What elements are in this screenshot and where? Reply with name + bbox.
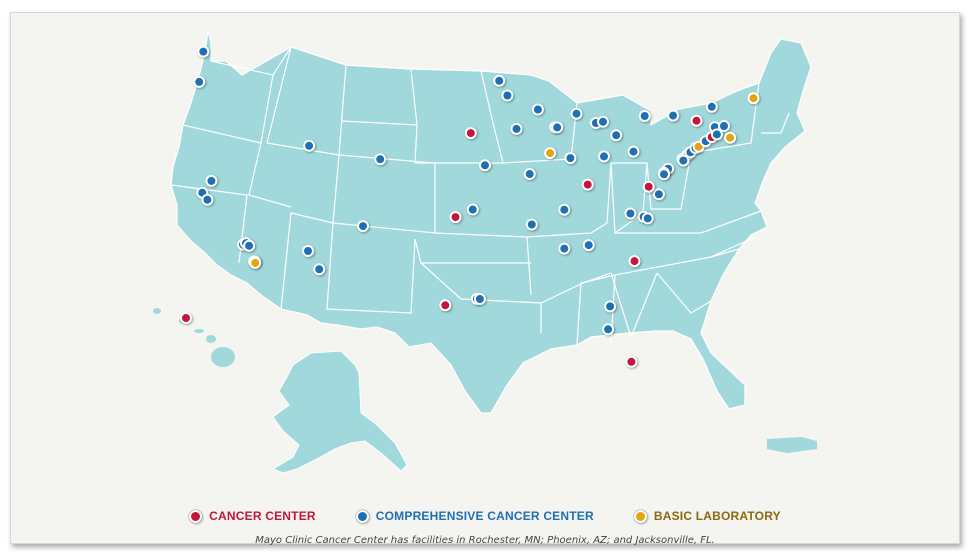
legend-label-comprehensive: COMPREHENSIVE CANCER CENTER	[375, 509, 594, 523]
legend: CANCER CENTER COMPREHENSIVE CANCER CENTE…	[11, 509, 959, 523]
cancer-center-marker[interactable]	[464, 127, 477, 140]
comprehensive-marker[interactable]	[197, 45, 210, 58]
comprehensive-center-dot-icon	[355, 509, 369, 523]
comprehensive-marker[interactable]	[582, 239, 595, 252]
comprehensive-marker[interactable]	[598, 150, 610, 163]
comprehensive-marker[interactable]	[466, 203, 479, 216]
basic-lab-marker[interactable]	[544, 147, 557, 160]
comprehensive-marker[interactable]	[551, 121, 564, 134]
footnote: Mayo Clinic Cancer Center has facilities…	[255, 535, 715, 546]
cancer-center-marker[interactable]	[581, 178, 594, 191]
comprehensive-marker[interactable]	[570, 107, 583, 120]
legend-label-cancer-center: CANCER CENTER	[209, 509, 316, 523]
comprehensive-marker[interactable]	[479, 159, 491, 172]
comprehensive-marker[interactable]	[602, 323, 615, 336]
cancer-center-marker[interactable]	[625, 355, 638, 368]
comprehensive-marker[interactable]	[604, 300, 617, 313]
comprehensive-marker[interactable]	[201, 193, 214, 206]
us-map	[153, 30, 817, 474]
contiguous-us-shape	[170, 30, 812, 414]
hawaii-island-kauai	[153, 308, 161, 314]
comprehensive-marker[interactable]	[564, 152, 577, 165]
comprehensive-marker[interactable]	[303, 139, 316, 152]
comprehensive-marker[interactable]	[610, 129, 623, 142]
comprehensive-marker[interactable]	[710, 128, 723, 141]
comprehensive-marker[interactable]	[243, 239, 256, 252]
comprehensive-marker[interactable]	[677, 154, 690, 167]
comprehensive-marker[interactable]	[302, 245, 314, 257]
comprehensive-marker[interactable]	[718, 120, 730, 132]
state-border-lines	[170, 46, 790, 346]
basic-lab-dot-icon	[633, 509, 647, 523]
comprehensive-marker[interactable]	[205, 174, 218, 187]
comprehensive-marker[interactable]	[705, 100, 718, 113]
hawaii-island-maui	[206, 335, 216, 343]
legend-item-comprehensive: COMPREHENSIVE CANCER CENTER	[355, 509, 594, 523]
cancer-center-marker[interactable]	[690, 114, 703, 127]
comprehensive-marker[interactable]	[667, 109, 680, 122]
cancer-center-marker[interactable]	[642, 180, 655, 193]
markers-layer	[180, 45, 760, 368]
comprehensive-marker[interactable]	[374, 153, 387, 166]
comprehensive-marker[interactable]	[597, 115, 609, 128]
cancer-center-marker[interactable]	[449, 211, 462, 224]
comprehensive-marker[interactable]	[525, 218, 538, 231]
cancer-center-marker[interactable]	[439, 299, 452, 312]
comprehensive-marker[interactable]	[658, 168, 670, 181]
comprehensive-marker[interactable]	[501, 89, 514, 102]
cancer-center-dot-icon	[189, 509, 203, 523]
comprehensive-marker[interactable]	[493, 74, 506, 87]
basic-lab-marker[interactable]	[249, 256, 262, 269]
legend-item-basic-lab: BASIC LABORATORY	[633, 509, 781, 523]
puerto-rico-shape	[767, 437, 817, 453]
alaska-shape	[271, 350, 408, 474]
legend-label-basic-lab: BASIC LABORATORY	[653, 509, 781, 523]
comprehensive-marker[interactable]	[313, 263, 326, 276]
land-layer	[153, 30, 817, 474]
cancer-center-marker[interactable]	[180, 312, 192, 324]
comprehensive-marker[interactable]	[531, 103, 544, 116]
cancer-center-marker[interactable]	[628, 255, 641, 268]
comprehensive-marker[interactable]	[558, 203, 571, 216]
comprehensive-marker[interactable]	[523, 168, 536, 180]
comprehensive-marker[interactable]	[624, 207, 637, 220]
comprehensive-marker[interactable]	[627, 145, 640, 158]
comprehensive-marker[interactable]	[473, 293, 486, 305]
comprehensive-marker[interactable]	[510, 122, 523, 135]
basic-lab-marker[interactable]	[724, 131, 737, 144]
basic-lab-marker[interactable]	[747, 92, 760, 105]
comprehensive-marker[interactable]	[641, 212, 654, 225]
hawaii-island-molokai	[194, 329, 204, 333]
comprehensive-marker[interactable]	[638, 110, 651, 122]
comprehensive-marker[interactable]	[652, 188, 665, 201]
legend-item-cancer-center: CANCER CENTER	[189, 509, 316, 523]
comprehensive-marker[interactable]	[558, 242, 571, 255]
comprehensive-marker[interactable]	[357, 220, 369, 233]
comprehensive-marker[interactable]	[193, 75, 206, 88]
map-card: CANCER CENTER COMPREHENSIVE CANCER CENTE…	[10, 12, 960, 546]
hawaii-island-big	[211, 347, 235, 367]
